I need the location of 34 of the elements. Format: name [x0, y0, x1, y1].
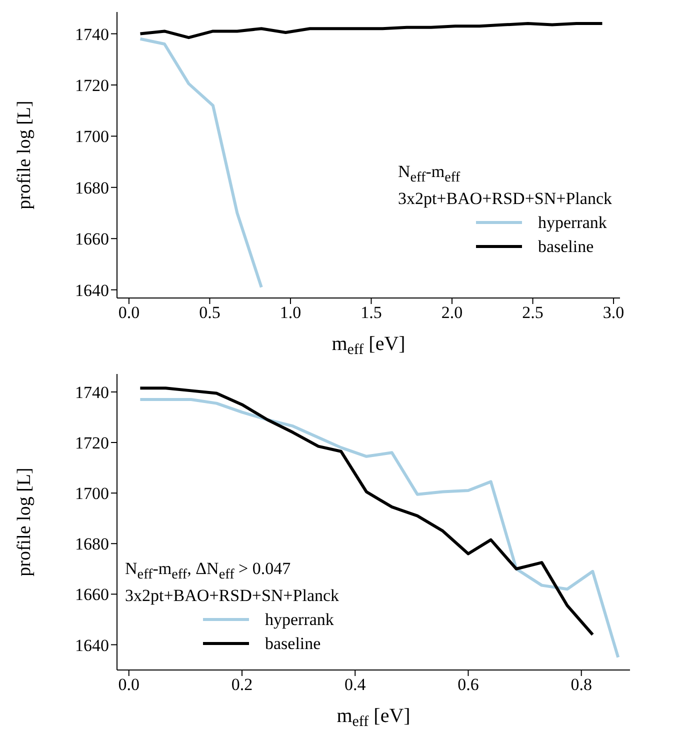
x-tick-label: 2.0 — [441, 303, 463, 322]
y-tick-label: 1740 — [75, 382, 109, 402]
x-axis-title: m$_{eff}$ [eV] — [336, 705, 410, 730]
x-tick-label: 0.8 — [570, 675, 592, 694]
y-tick-label: 1660 — [75, 585, 109, 604]
line-series — [138, 37, 263, 289]
y-tick-label: 1720 — [75, 434, 109, 453]
y-tick-label: 1680 — [75, 534, 109, 554]
x-tick-label: 1.0 — [280, 303, 302, 322]
x-tick-label: 0.0 — [118, 303, 140, 322]
legend-label: baseline — [538, 236, 594, 258]
x-tick-label: 1.5 — [360, 303, 382, 322]
x-tick-label: 3.0 — [602, 303, 624, 322]
x-tick-label: 0.6 — [458, 675, 479, 694]
x-tick-label: 2.5 — [522, 303, 544, 322]
x-tick-label: 0.0 — [118, 675, 140, 694]
y-tick-label: 1740 — [75, 24, 109, 44]
y-axis-title: profile log [L] — [14, 100, 35, 210]
legend-label: hyperrank — [265, 609, 334, 630]
legend-label: hyperrank — [538, 212, 607, 234]
y-tick-label: 1640 — [75, 636, 109, 655]
y-tick-label: 1700 — [75, 484, 109, 504]
x-axis-title: m$_{eff}$ [eV] — [332, 333, 406, 358]
y-tick-label: 1660 — [75, 230, 109, 249]
x-tick-label: 0.4 — [344, 675, 366, 694]
x-tick-label: 0.5 — [199, 303, 220, 322]
y-tick-label: 1640 — [75, 280, 109, 300]
y-tick-label: 1720 — [75, 76, 109, 96]
y-tick-label: 1700 — [75, 127, 109, 146]
y-axis-title: profile log [L] — [14, 468, 35, 576]
x-tick-label: 0.2 — [231, 675, 253, 694]
y-tick-label: 1680 — [75, 178, 109, 198]
line-series — [138, 22, 604, 40]
legend-label: baseline — [265, 633, 321, 654]
